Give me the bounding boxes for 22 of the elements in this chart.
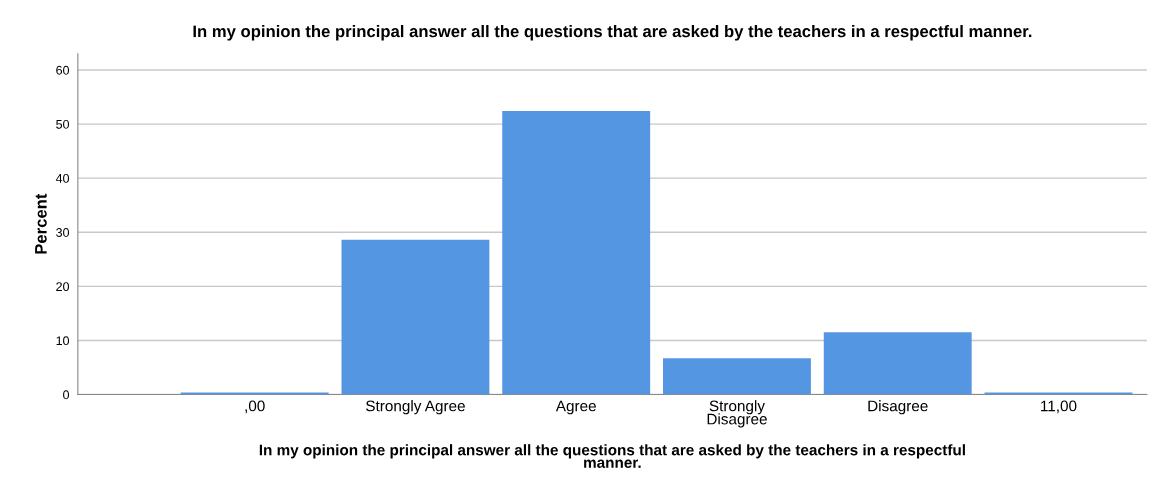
x-axis-title: In my opinion the principal answer all the questions that are asked by the teachers in a respectful manner. bbox=[259, 444, 965, 468]
y-tick-label: 10 bbox=[56, 336, 70, 346]
bar bbox=[984, 392, 1133, 395]
bar bbox=[663, 358, 811, 395]
y-axis-title: Percent bbox=[35, 193, 47, 254]
y-tick-label: 50 bbox=[56, 119, 70, 129]
y-tick-label: 60 bbox=[56, 65, 70, 75]
y-tick-label: 40 bbox=[55, 173, 70, 183]
y-tick-label: 20 bbox=[56, 282, 70, 292]
x-tick-label: Strongly Disagree bbox=[707, 400, 767, 428]
x-tick-label: 11,00 bbox=[1041, 400, 1077, 414]
bar bbox=[341, 239, 490, 395]
bar bbox=[823, 332, 972, 395]
x-tick-label: Strongly Agree bbox=[366, 400, 465, 415]
chart-title: In my opinion the principal answer all the questions that are asked by the teachers in a respectful manner. bbox=[193, 25, 1032, 41]
x-tick-label: Disagree bbox=[868, 400, 928, 415]
x-tick-label: Agree bbox=[555, 400, 596, 415]
bar bbox=[502, 111, 651, 395]
y-tick-label: 30 bbox=[56, 228, 70, 237]
bar bbox=[180, 392, 329, 395]
y-tick-label: 0 bbox=[63, 390, 70, 400]
x-tick-label: ,00 bbox=[245, 400, 265, 414]
